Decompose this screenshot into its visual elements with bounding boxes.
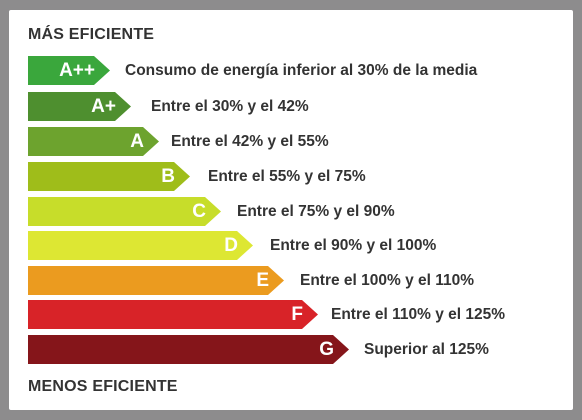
rating-arrow-d bbox=[28, 231, 253, 260]
rating-letter-c: C bbox=[192, 201, 206, 222]
rating-description-e: Entre el 100% y el 110% bbox=[300, 272, 475, 289]
most-efficient-heading: MÁS EFICIENTE bbox=[28, 26, 155, 43]
rating-arrow-e bbox=[28, 266, 284, 295]
least-efficient-heading: MENOS EFICIENTE bbox=[28, 378, 178, 395]
rating-arrow-a-plus bbox=[28, 92, 131, 121]
rating-letter-e: E bbox=[256, 270, 269, 291]
rating-description-a-plus-plus: Consumo de energía inferior al 30% de la… bbox=[125, 62, 478, 79]
rating-description-g: Superior al 125% bbox=[364, 341, 489, 358]
rating-description-f: Entre el 110% y el 125% bbox=[331, 306, 506, 323]
rating-arrow-c bbox=[28, 197, 221, 226]
rating-letter-a: A bbox=[130, 131, 144, 152]
rating-description-d: Entre el 90% y el 100% bbox=[270, 237, 437, 254]
rating-arrow-g bbox=[28, 335, 349, 364]
rating-letter-a-plus-plus: A++ bbox=[59, 60, 95, 81]
rating-description-b: Entre el 55% y el 75% bbox=[208, 168, 366, 185]
energy-rating-card: MÁS EFICIENTE A++ Consumo de energía inf… bbox=[9, 10, 573, 410]
rating-arrow-b bbox=[28, 162, 190, 191]
rating-description-a: Entre el 42% y el 55% bbox=[171, 133, 329, 150]
rating-letter-g: G bbox=[319, 339, 334, 360]
rating-letter-b: B bbox=[161, 166, 175, 187]
rating-arrow-a bbox=[28, 127, 159, 156]
rating-description-c: Entre el 75% y el 90% bbox=[237, 203, 395, 220]
rating-letter-a-plus: A+ bbox=[91, 96, 116, 117]
rating-arrow-a-plus-plus bbox=[28, 56, 110, 85]
rating-letter-d: D bbox=[224, 235, 238, 256]
rating-letter-f: F bbox=[291, 304, 303, 325]
rating-description-a-plus: Entre el 30% y el 42% bbox=[151, 98, 309, 115]
rating-arrow-f bbox=[28, 300, 318, 329]
